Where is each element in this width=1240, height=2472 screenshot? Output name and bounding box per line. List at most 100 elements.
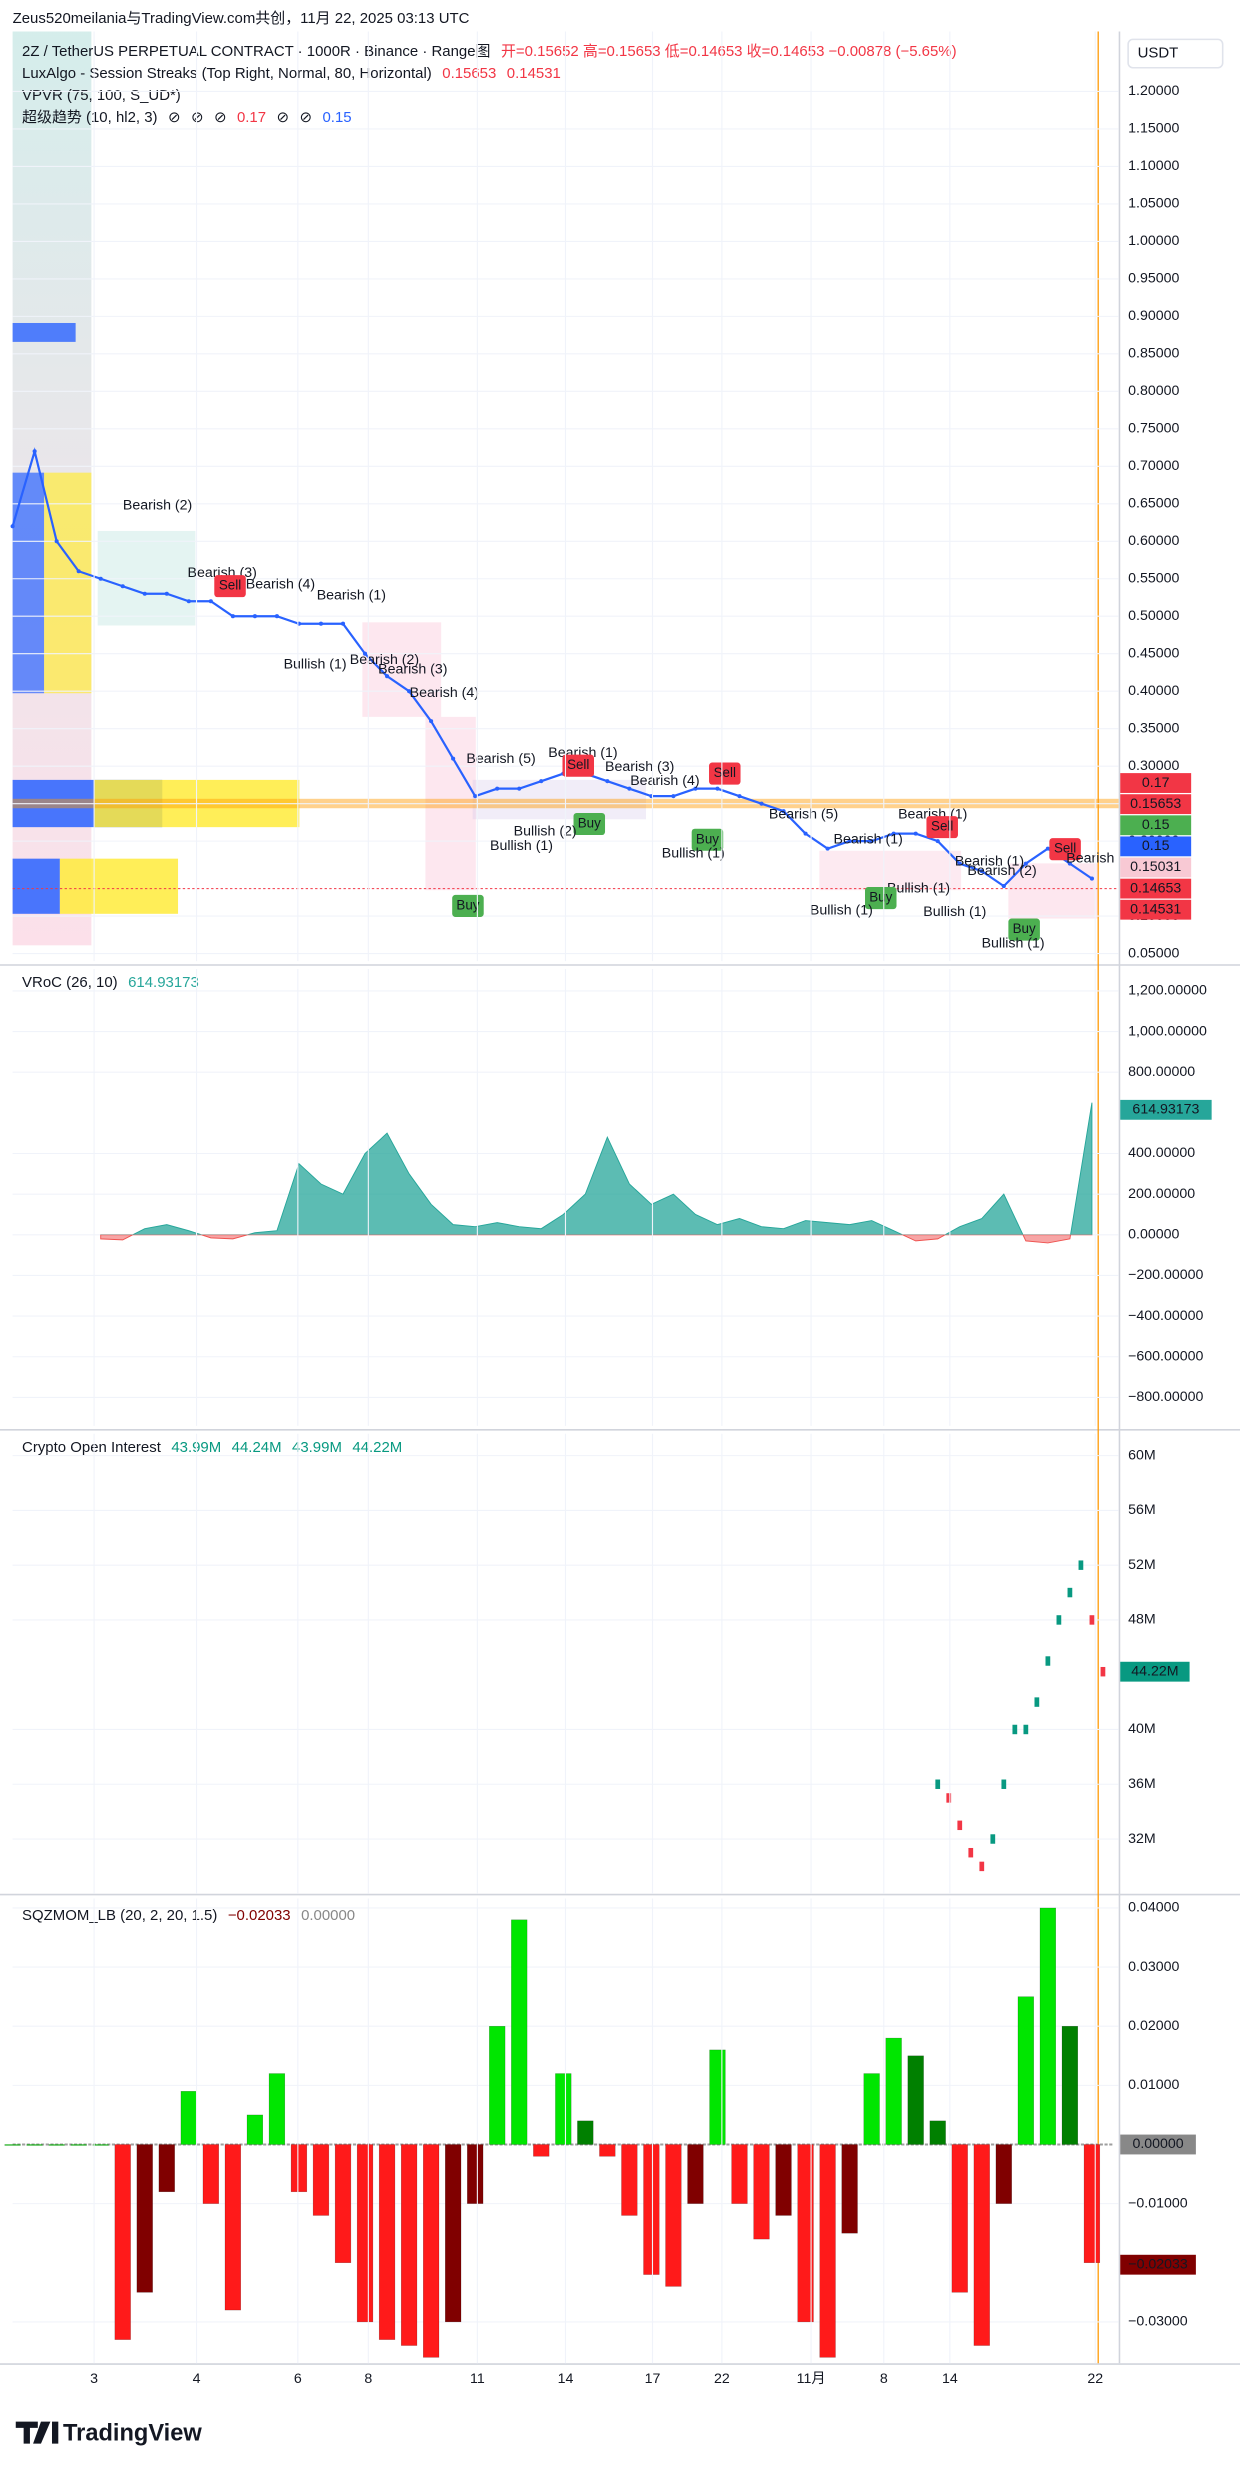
- indicator-value: ⊘: [277, 109, 290, 126]
- legend-line: 超级趋势 (10, hl2, 3) ⊘ ⊘ ⊘ 0.17 ⊘ ⊘ 0.15: [22, 109, 352, 126]
- momentum-bar: [423, 2144, 440, 2358]
- bearish-label: Bearish (2): [350, 652, 419, 668]
- momentum-bar: [136, 2144, 153, 2293]
- x-tick-label: 14: [942, 2371, 958, 2387]
- price-point: [517, 786, 522, 791]
- momentum-bar: [533, 2144, 550, 2157]
- price-badge-label: 0.15: [1142, 838, 1170, 854]
- momentum-bar: [819, 2144, 836, 2358]
- buy-box: [865, 887, 897, 910]
- price-point: [120, 584, 125, 589]
- price-point: [230, 614, 235, 619]
- y-tick-label: −0.03000: [1128, 2314, 1188, 2330]
- y-tick-label: 0.02000: [1128, 2018, 1179, 2034]
- indicator-value: 0.15653: [442, 65, 496, 82]
- momentum-bar: [114, 2144, 131, 2340]
- x-tick-label: 17: [645, 2371, 661, 2387]
- y-tick-label: 0.40000: [1128, 683, 1179, 699]
- buy-label: Buy: [578, 816, 601, 831]
- x-tick-label: 11: [470, 2371, 485, 2387]
- volume-profile: [12, 322, 76, 342]
- momentum-bar: [709, 2049, 726, 2145]
- y-tick-label: 800.00000: [1128, 1064, 1195, 1080]
- y-tick-label: 60M: [1128, 1447, 1156, 1463]
- price-point: [539, 779, 544, 784]
- legend-line: SQZMOM_LB (20, 2, 20, 1.5) −0.02033 0.00…: [22, 1907, 355, 1924]
- price-badge: [1120, 836, 1192, 857]
- momentum-bar: [246, 2114, 264, 2145]
- oi-mark: [1001, 1779, 1007, 1789]
- price-point: [208, 599, 213, 604]
- momentum-bar: [599, 2144, 616, 2157]
- momentum-bar: [731, 2144, 748, 2204]
- price-badge: [1120, 815, 1192, 836]
- momentum-bar: [158, 2144, 175, 2193]
- momentum-bar: [378, 2144, 396, 2340]
- currency[interactable]: USDT: [1138, 45, 1179, 62]
- oi-mark: [1067, 1587, 1073, 1598]
- value-badge: [1120, 2254, 1196, 2275]
- y-tick-label: 0.45000: [1128, 645, 1179, 661]
- y-tick-label: 36M: [1128, 1776, 1156, 1792]
- momentum-bar: [885, 2037, 902, 2145]
- y-tick-label: 0.55000: [1128, 571, 1179, 587]
- momentum-bar: [1017, 1996, 1034, 2145]
- price-line: [11, 447, 1093, 888]
- bullish-label: Bullish (1): [662, 846, 725, 862]
- sell-label: Sell: [219, 578, 241, 593]
- x-tick-label: 11月: [797, 2371, 826, 2387]
- bullish-label: Bullish (2): [514, 824, 577, 840]
- footer-logo: TradingView: [63, 2420, 202, 2446]
- price-point: [451, 756, 456, 761]
- price-point: [1067, 861, 1072, 866]
- value-badge: [1120, 1661, 1190, 1682]
- vroc-area-positive: [100, 1102, 1093, 1235]
- legend-line: Crypto Open Interest 43.99M 44.24M 43.99…: [22, 1439, 402, 1456]
- logo-icon: [15, 2421, 59, 2444]
- oi-mark: [935, 1779, 941, 1789]
- momentum-bar: [489, 2025, 506, 2145]
- x-tick-label: 6: [294, 2371, 302, 2387]
- bearish-label: Bearish (2): [967, 863, 1036, 879]
- buy-label: Buy: [1013, 921, 1036, 936]
- momentum-bar: [775, 2144, 792, 2216]
- volume-profile: [12, 858, 60, 914]
- symbol-title: 2Z / TetherUS PERPETUAL CONTRACT · 1000R…: [22, 43, 490, 60]
- indicator-value: 0.17: [237, 109, 266, 126]
- price-point: [759, 801, 764, 806]
- sell-label: Sell: [714, 765, 736, 780]
- price-point: [54, 539, 59, 544]
- y-tick-label: 0.75000: [1128, 421, 1179, 437]
- price-point: [407, 689, 412, 694]
- oi-mark: [1034, 1697, 1040, 1707]
- momentum-bar: [555, 2073, 572, 2145]
- price-point: [1045, 846, 1050, 851]
- indicator-value: ⊘: [300, 109, 313, 126]
- price-point: [1089, 876, 1094, 881]
- y-tick-label: 0.04000: [1128, 1900, 1179, 1916]
- legend-line: 2Z / TetherUS PERPETUAL CONTRACT · 1000R…: [22, 43, 957, 60]
- momentum-bar: [621, 2144, 638, 2216]
- y-tick-label: 0.35000: [1128, 720, 1179, 736]
- momentum-bar: [26, 2144, 43, 2146]
- bearish-label: Bearish (5): [769, 806, 838, 822]
- buy-label: Buy: [869, 890, 892, 905]
- y-tick-label: 40M: [1128, 1721, 1156, 1737]
- momentum-bar: [4, 2144, 21, 2146]
- bullish-label: Bullish (1): [810, 902, 873, 918]
- price-point: [252, 614, 257, 619]
- indicator-name: Crypto Open Interest: [22, 1439, 162, 1456]
- price-point: [825, 846, 830, 851]
- y-tick-label: 0.85000: [1128, 346, 1179, 362]
- y-tick-label: 0.01000: [1128, 2077, 1179, 2093]
- buy-box: [452, 894, 484, 917]
- currency-box[interactable]: [1127, 38, 1224, 69]
- volume-profile: [59, 858, 179, 914]
- y-tick-label: 52M: [1128, 1557, 1156, 1573]
- momentum-bar: [511, 1919, 528, 2145]
- momentum-bar: [290, 2144, 308, 2193]
- momentum-bar: [202, 2144, 219, 2204]
- price-badge: [1120, 857, 1192, 878]
- price-point: [935, 839, 940, 844]
